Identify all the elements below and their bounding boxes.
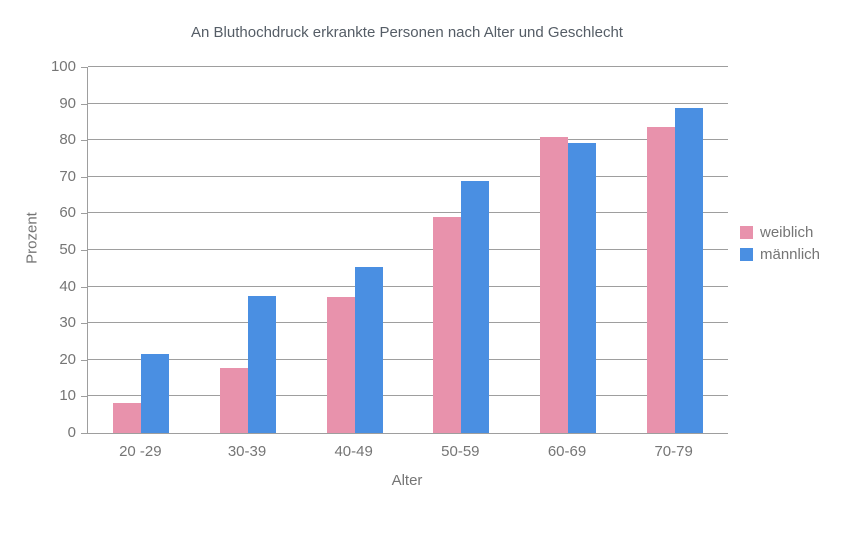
x-tick-label-60-69: 60-69 [547, 443, 587, 460]
gridline-100 [88, 66, 728, 67]
y-tick-mark-80 [81, 140, 87, 141]
y-tick-label-10: 10 [59, 387, 76, 404]
y-tick-mark-60 [81, 213, 87, 214]
legend-label-männlich: männlich [760, 245, 821, 263]
chart-title: An Bluthochdruck erkrankte Personen nach… [191, 24, 623, 41]
y-tick-label-20: 20 [59, 351, 76, 368]
y-tick-mark-90 [81, 104, 87, 105]
legend-swatch-männlich [740, 247, 753, 261]
y-tick-mark-0 [81, 433, 87, 434]
y-tick-label-100: 100 [50, 58, 76, 75]
y-tick-label-80: 80 [59, 131, 76, 148]
gridline-30 [88, 322, 728, 323]
x-tick-label-30-39: 30-39 [227, 443, 267, 460]
bar-männlich-50-59 [461, 180, 490, 433]
x-tick-label-40-49: 40-49 [334, 443, 373, 460]
bar-weiblich-50-59 [433, 216, 462, 433]
bar-weiblich-60-69 [540, 136, 568, 433]
legend-label-weiblich: weiblich [760, 223, 814, 241]
bar-männlich-20-29 [141, 353, 170, 433]
y-tick-label-70: 70 [59, 168, 76, 185]
y-tick-label-50: 50 [59, 241, 76, 258]
legend-swatch-weiblich [740, 225, 753, 239]
bar-männlich-30-39 [248, 296, 276, 433]
x-tick-label-70-79: 70-79 [654, 443, 693, 460]
bar-männlich-60-69 [568, 143, 596, 433]
y-tick-label-0: 0 [67, 424, 76, 441]
gridline-60 [88, 212, 728, 213]
plot-area [87, 66, 728, 434]
gridline-70 [88, 176, 728, 177]
y-tick-label-60: 60 [59, 204, 76, 221]
y-tick-mark-40 [81, 287, 87, 288]
y-tick-mark-50 [81, 250, 87, 251]
legend-item-männlich: männlich [740, 243, 820, 265]
bar-männlich-40-49 [354, 266, 383, 433]
y-tick-label-30: 30 [59, 314, 76, 331]
gridline-90 [88, 103, 728, 104]
y-tick-mark-10 [81, 396, 87, 397]
legend-item-weiblich: weiblich [740, 221, 820, 243]
bar-männlich-70-79 [674, 108, 703, 433]
gridline-20 [88, 359, 728, 360]
gridline-80 [88, 139, 728, 140]
x-axis-title: Alter [391, 472, 423, 489]
x-tick-label-50-59: 50-59 [441, 443, 480, 460]
x-tick-label-20-29: 20 -29 [119, 443, 162, 460]
bar-weiblich-20-29 [113, 403, 142, 433]
bar-weiblich-30-39 [220, 367, 248, 433]
y-tick-label-90: 90 [59, 95, 76, 112]
y-tick-mark-70 [81, 177, 87, 178]
gridline-50 [88, 249, 728, 250]
y-tick-mark-30 [81, 323, 87, 324]
bar-weiblich-70-79 [646, 126, 675, 433]
y-tick-mark-20 [81, 360, 87, 361]
legend: weiblich männlich [740, 221, 820, 265]
y-tick-label-40: 40 [59, 278, 76, 295]
gridline-10 [88, 395, 728, 396]
bar-weiblich-40-49 [326, 296, 355, 433]
gridline-40 [88, 286, 728, 287]
y-tick-mark-100 [81, 67, 87, 68]
